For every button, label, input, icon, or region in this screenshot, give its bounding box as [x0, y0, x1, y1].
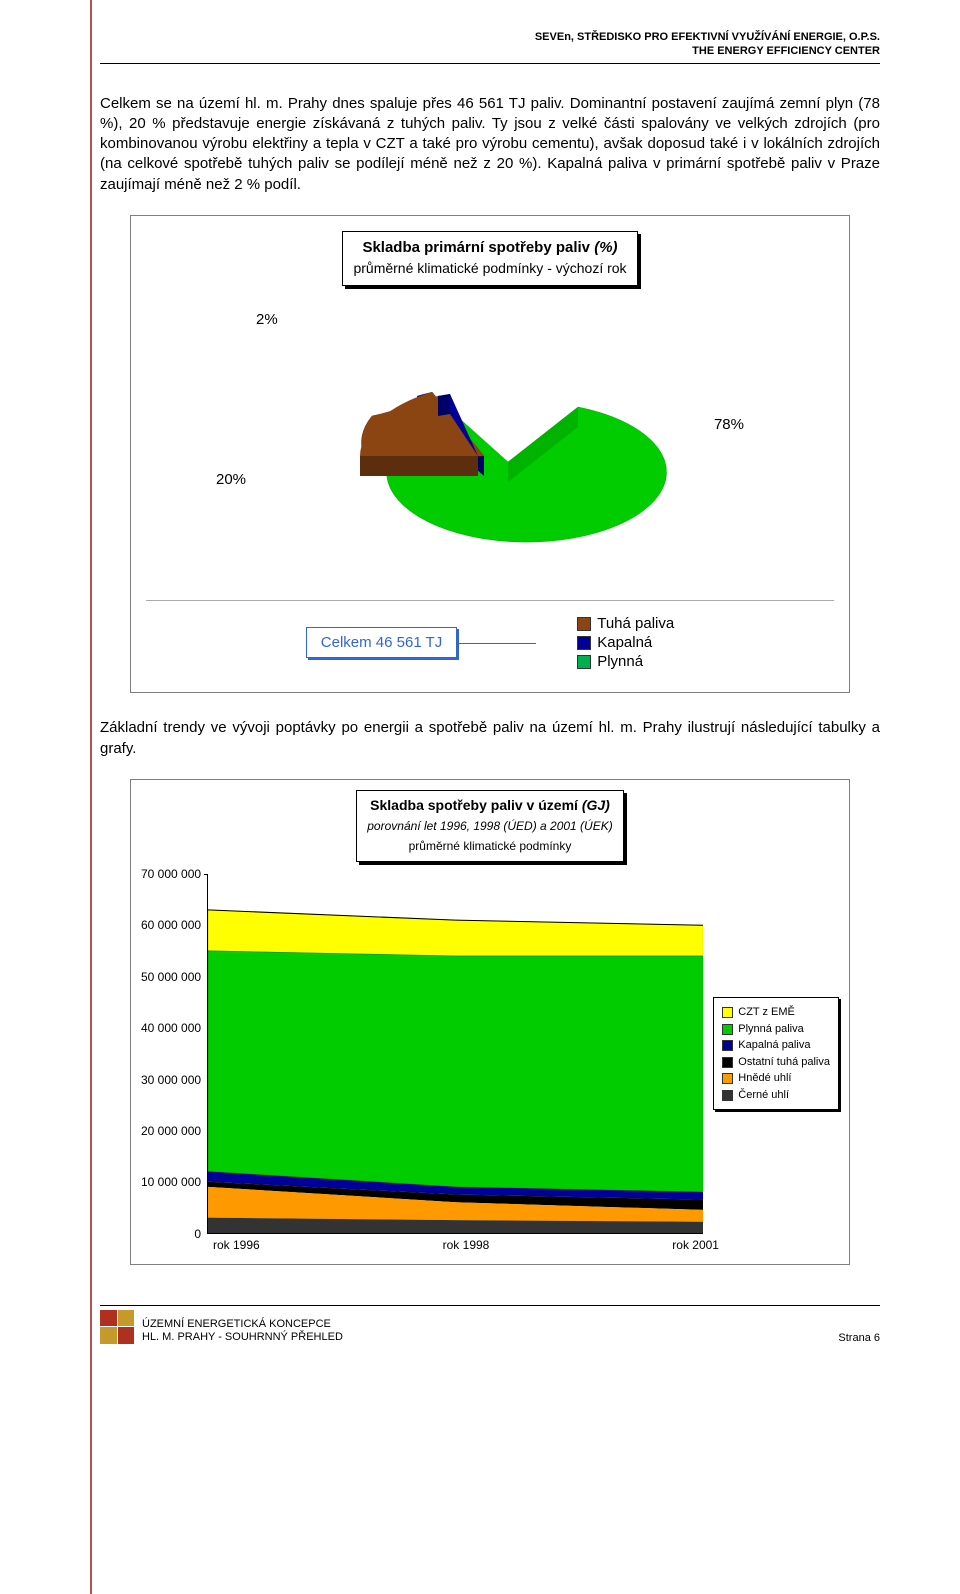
paragraph-1: Celkem se na území hl. m. Prahy dnes spa…: [100, 94, 880, 195]
pie-chart-container: Skladba primární spotřeby paliv (%) prům…: [130, 215, 850, 694]
pie-legend: Tuhá paliva Kapalná Plynná: [577, 613, 674, 672]
swatch-icon: [722, 1024, 733, 1035]
area-title-unit: (GJ): [582, 797, 610, 813]
legend-item: Hnědé uhlí: [722, 1070, 830, 1087]
legend-label: Kapalná paliva: [738, 1037, 810, 1054]
page-number: Strana 6: [838, 1332, 880, 1344]
swatch-icon: [722, 1073, 733, 1084]
xtick: rok 1996: [213, 1238, 260, 1252]
xtick: rok 1998: [443, 1238, 490, 1252]
area-title-sub2: průměrné klimatické podmínky: [409, 839, 572, 853]
swatch-icon: [577, 617, 591, 631]
pie-title-sub: průměrné klimatické podmínky - výchozí r…: [353, 260, 626, 276]
area-svg: [208, 874, 703, 1233]
legend-item: Černé uhlí: [722, 1087, 830, 1104]
header-line2: THE ENERGY EFFICIENCY CENTER: [692, 45, 880, 57]
swatch-icon: [722, 1007, 733, 1018]
footer-text: ÚZEMNÍ ENERGETICKÁ KONCEPCE HL. M. PRAHY…: [142, 1318, 343, 1344]
xtick: rok 2001: [672, 1238, 719, 1252]
pie-label-78: 78%: [714, 416, 744, 433]
pie-title-unit: (%): [594, 239, 617, 256]
legend-item: Ostatní tuhá paliva: [722, 1054, 830, 1071]
legend-label: CZT z EMĚ: [738, 1004, 795, 1021]
pie-label-2: 2%: [256, 311, 278, 328]
left-margin-rule: [90, 0, 92, 1594]
legend-label: Tuhá paliva: [597, 615, 674, 632]
legend-item: Kapalná: [577, 634, 674, 651]
legend-label: Kapalná: [597, 634, 652, 651]
area-title-box: Skladba spotřeby paliv v území (GJ) poro…: [356, 790, 623, 862]
footer-line1: ÚZEMNÍ ENERGETICKÁ KONCEPCE: [142, 1318, 331, 1330]
footer-logo-icon: [100, 1310, 134, 1344]
area-plot-row: 70 000 000 60 000 000 50 000 000 40 000 …: [141, 874, 839, 1234]
area-title-main: Skladba spotřeby paliv v území: [370, 797, 582, 813]
area-title-sub1: porovnání let 1996, 1998 (ÚED) a 2001 (Ú…: [367, 819, 612, 833]
footer-line2: HL. M. PRAHY - SOUHRNNÝ PŘEHLED: [142, 1331, 343, 1343]
pie-plot-area: 2% 20% 78%: [146, 301, 834, 601]
legend-label: Plynná: [597, 653, 643, 670]
legend-item: Plynná: [577, 653, 674, 670]
page-footer: ÚZEMNÍ ENERGETICKÁ KONCEPCE HL. M. PRAHY…: [100, 1305, 880, 1344]
area-legend: CZT z EMĚ Plynná paliva Kapalná paliva O…: [713, 997, 839, 1110]
paragraph-2: Základní trendy ve vývoji poptávky po en…: [100, 718, 880, 759]
legend-label: Černé uhlí: [738, 1087, 789, 1104]
swatch-icon: [722, 1090, 733, 1101]
swatch-icon: [722, 1057, 733, 1068]
pie-svg: [310, 352, 670, 572]
pie-chart-title-box: Skladba primární spotřeby paliv (%) prům…: [342, 231, 637, 287]
y-axis: 70 000 000 60 000 000 50 000 000 40 000 …: [141, 874, 207, 1234]
legend-item: Plynná paliva: [722, 1021, 830, 1038]
swatch-icon: [577, 636, 591, 650]
pie-total-box: Celkem 46 561 TJ: [306, 627, 457, 658]
x-axis: rok 1996 rok 1998 rok 2001: [141, 1234, 839, 1252]
legend-label: Plynná paliva: [738, 1021, 803, 1038]
area-chart-container: Skladba spotřeby paliv v území (GJ) poro…: [130, 779, 850, 1265]
legend-label: Ostatní tuhá paliva: [738, 1054, 830, 1071]
page-header: SEVEn, STŘEDISKO PRO EFEKTIVNÍ VYUŽÍVÁNÍ…: [100, 30, 880, 64]
swatch-icon: [722, 1040, 733, 1051]
area-plot: [207, 874, 703, 1234]
legend-item: Tuhá paliva: [577, 615, 674, 632]
swatch-icon: [577, 655, 591, 669]
legend-item: CZT z EMĚ: [722, 1004, 830, 1021]
pie-label-20: 20%: [216, 471, 246, 488]
legend-label: Hnědé uhlí: [738, 1070, 791, 1087]
pie-title-main: Skladba primární spotřeby paliv: [362, 239, 594, 256]
pie-footer-row: Celkem 46 561 TJ Tuhá paliva Kapalná Ply…: [146, 613, 834, 672]
header-line1: SEVEn, STŘEDISKO PRO EFEKTIVNÍ VYUŽÍVÁNÍ…: [535, 31, 880, 43]
pie-svg-stage: [310, 352, 670, 572]
legend-item: Kapalná paliva: [722, 1037, 830, 1054]
